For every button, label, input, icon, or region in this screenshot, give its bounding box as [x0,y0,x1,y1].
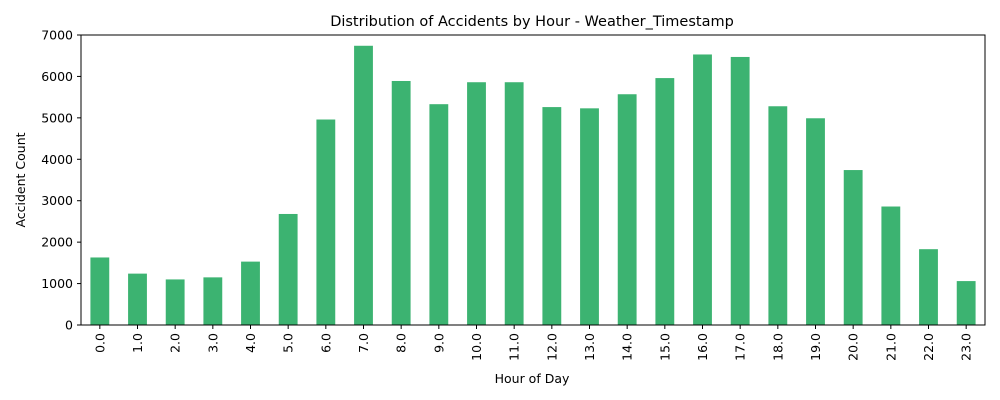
y-tick-label: 7000 [41,28,73,43]
bar-hour-14.0 [617,94,637,325]
bar-hour-17.0 [730,56,750,325]
x-tick-label: 9.0 [431,333,446,353]
plot-frame [80,34,986,326]
x-tick-label: 18.0 [770,333,785,361]
x-tick-label: 17.0 [733,333,748,361]
bar-hour-12.0 [542,107,562,325]
x-axis-label: Hour of Day [495,371,570,386]
x-tick-label: 3.0 [205,333,220,353]
bar-hour-21.0 [881,206,901,325]
x-tick-label: 13.0 [582,333,597,361]
y-tick-label: 1000 [41,276,73,291]
bar-hour-19.0 [806,118,825,326]
x-tick-label: 5.0 [281,333,296,353]
bar-hour-1.0 [128,273,147,325]
bar-hour-8.0 [391,80,411,325]
x-tick-label: 21.0 [883,333,898,361]
bar-hour-7.0 [354,45,373,326]
y-tick-label: 5000 [41,110,73,125]
x-tick-label: 16.0 [695,333,710,361]
x-tick-label: 23.0 [959,333,974,361]
bars [90,45,976,326]
x-tick-label: 0.0 [92,333,107,353]
x-tick-label: 15.0 [657,333,672,361]
y-axis-ticks: 0 1000 2000 3000 4000 5000 6000 7000 [41,28,81,333]
chart-title: Distribution of Accidents by Hour - Weat… [330,14,734,30]
x-tick-label: 19.0 [808,333,823,361]
x-tick-label: 14.0 [620,333,635,361]
x-axis-ticks: 0.0 1.0 2.0 3.0 4.0 5.0 6.0 7.0 8.0 9.0 10.0 11.0 12… [92,325,974,361]
x-tick-label: 20.0 [846,333,861,361]
x-tick-label: 1.0 [130,333,145,353]
bar-hour-22.0 [919,249,938,325]
x-tick-label: 4.0 [243,333,258,353]
bar-hour-6.0 [316,119,336,325]
x-tick-label: 2.0 [168,333,183,353]
x-tick-label: 7.0 [356,333,371,353]
bar-hour-0.0 [90,257,110,325]
x-tick-label: 8.0 [394,333,409,353]
bar-hour-13.0 [580,108,599,325]
y-tick-label: 2000 [41,235,73,250]
bar-hour-18.0 [768,106,788,325]
bar-hour-20.0 [843,170,863,325]
bar-hour-9.0 [429,104,449,325]
bar-hour-3.0 [203,277,223,325]
x-tick-label: 22.0 [921,333,936,361]
y-tick-label: 3000 [41,193,73,208]
bar-hour-5.0 [278,213,298,325]
bar-hour-2.0 [165,279,185,325]
y-tick-label: 0 [65,318,73,333]
bar-hour-15.0 [655,78,675,325]
y-axis-label: Accident Count [13,132,28,227]
bar-hour-10.0 [467,82,486,325]
bar-hour-16.0 [693,54,712,325]
x-tick-label: 12.0 [544,333,559,361]
bar-hour-4.0 [241,261,260,325]
y-tick-label: 4000 [41,152,73,167]
y-tick-label: 6000 [41,69,73,84]
bar-hour-23.0 [956,281,976,325]
x-tick-label: 11.0 [507,333,522,361]
bar-hour-11.0 [504,82,524,325]
x-tick-label: 10.0 [469,333,484,361]
x-tick-label: 6.0 [318,333,333,353]
